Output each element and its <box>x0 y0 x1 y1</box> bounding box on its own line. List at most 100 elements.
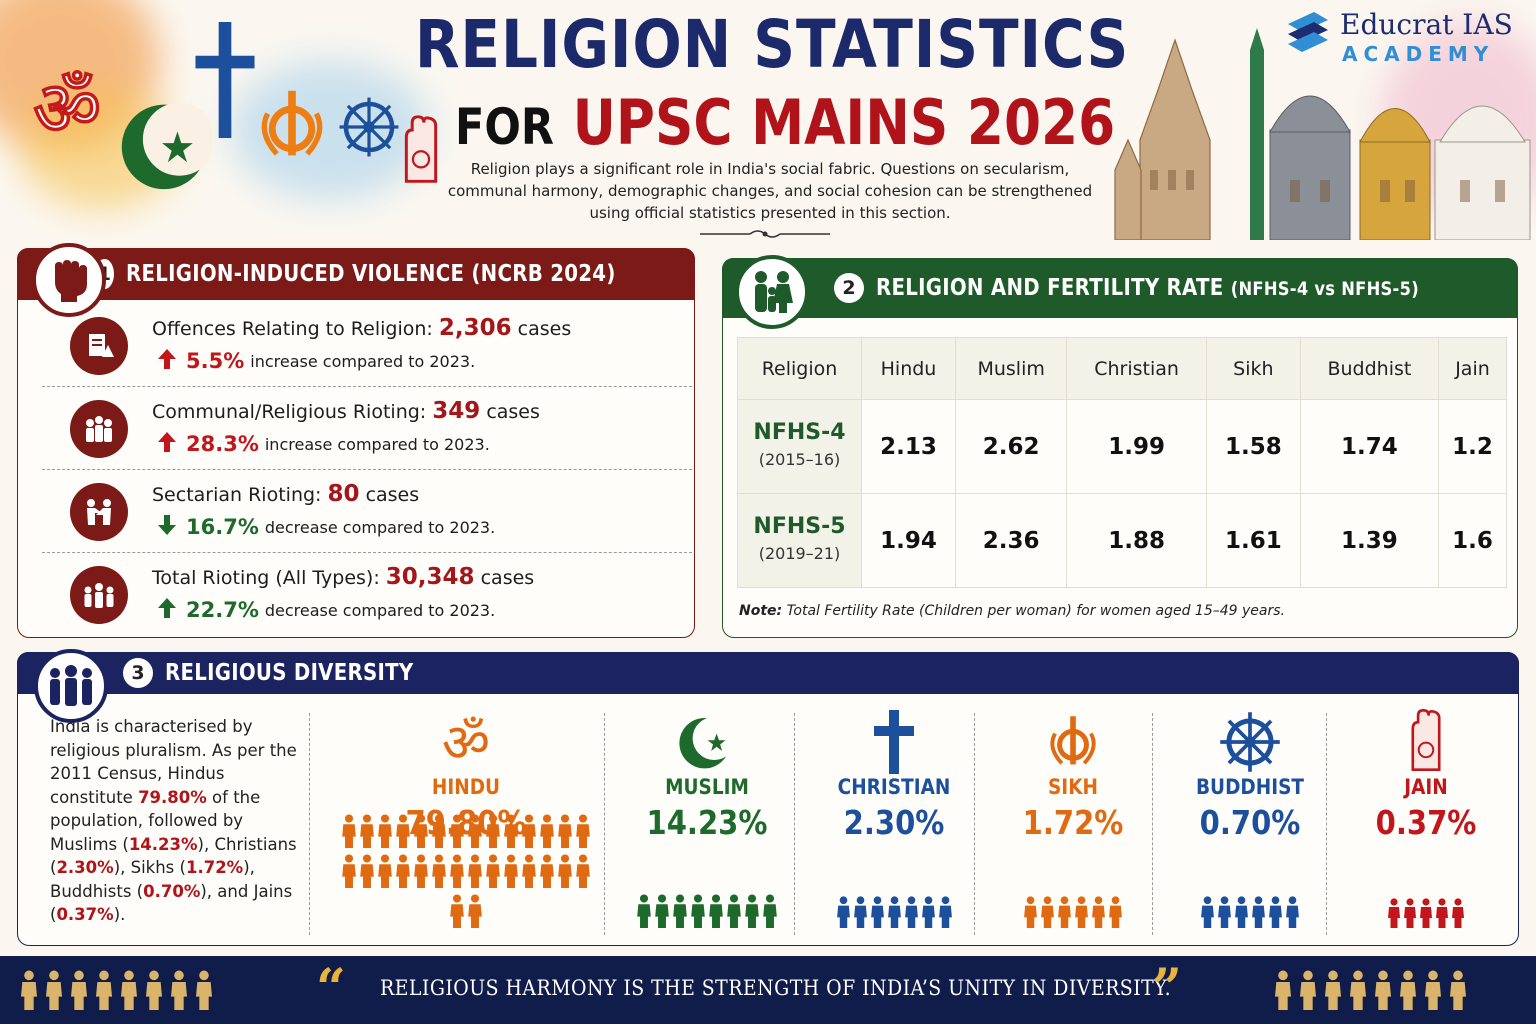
person-icon <box>1322 970 1344 1014</box>
violence-panel-header: 1 RELIGION-INDUCED VIOLENCE (NCRB 2024) <box>17 248 695 300</box>
logo-icon <box>1288 12 1328 52</box>
footer-people-right <box>1272 970 1472 1014</box>
person-icon <box>43 970 65 1014</box>
person-icon <box>1073 896 1090 932</box>
person-icon <box>1039 896 1056 932</box>
person-icon <box>394 814 412 852</box>
person-icon <box>358 814 376 852</box>
khanda-icon <box>988 709 1158 775</box>
person-icon <box>903 896 920 932</box>
person-icon <box>886 896 903 932</box>
person-icon <box>484 814 502 852</box>
person-icon <box>502 814 520 852</box>
subtitle-prefix: FOR <box>455 98 555 156</box>
person-icon <box>193 970 215 1014</box>
table-cell: 2.62 <box>954 399 1068 494</box>
religion-group: BUDDHIST 0.70% <box>1166 709 1334 939</box>
person-icon <box>68 970 90 1014</box>
change-percent: 22.7% <box>186 598 259 622</box>
person-icon <box>168 970 190 1014</box>
table-cell: 1.61 <box>1205 493 1301 588</box>
column-divider <box>1326 713 1327 935</box>
column-header-religion: Religion <box>737 337 862 400</box>
person-icon <box>502 854 520 892</box>
close-quote-icon: ” <box>1152 958 1182 1019</box>
people-pictogram <box>335 813 597 933</box>
person-icon <box>340 814 358 852</box>
column-header: Buddhist <box>1299 337 1440 400</box>
person-icon <box>376 854 394 892</box>
table-cell: 2.13 <box>861 399 956 494</box>
offence-value: 30,348 <box>385 564 475 590</box>
people-pictogram <box>1166 895 1334 933</box>
column-divider <box>1152 713 1153 935</box>
change-percent: 28.3% <box>186 432 259 456</box>
column-divider <box>309 713 310 935</box>
religion-name: BUDDHIST <box>1195 775 1305 799</box>
offence-line: Offences Relating to Religion: 2,306 cas… <box>152 315 571 341</box>
person-icon <box>520 854 538 892</box>
person-icon <box>1422 970 1444 1014</box>
people-pictogram <box>618 893 796 933</box>
table-cell: 1.6 <box>1438 493 1507 588</box>
violence-row: Communal/Religious Rioting: 349 cases 28.… <box>42 388 692 470</box>
person-icon <box>358 854 376 892</box>
fertility-panel-header: 2 RELIGION AND FERTILITY RATE (NFHS-4 vs… <box>722 258 1518 318</box>
fist-icon <box>32 243 106 317</box>
person-icon <box>448 894 466 932</box>
person-icon <box>1267 896 1284 932</box>
offence-label: Communal/Religious Rioting: <box>152 401 427 423</box>
person-icon <box>430 854 448 892</box>
column-header: Jain <box>1438 337 1507 400</box>
person-icon <box>430 814 448 852</box>
highlight-percent: 0.37% <box>56 905 114 924</box>
row-label: NFHS-4 (2015–16) <box>737 399 862 494</box>
dharma-wheel-icon <box>1166 709 1334 775</box>
person-icon <box>466 894 484 932</box>
arrow-up-icon <box>158 598 176 622</box>
fertility-panel: 2 RELIGION AND FERTILITY RATE (NFHS-4 vs… <box>722 255 1518 638</box>
religion-percent: 0.37% <box>1375 803 1477 842</box>
person-icon <box>412 854 430 892</box>
text-fragment: ), Sikhs ( <box>113 858 186 877</box>
offence-value: 80 <box>327 481 360 507</box>
svg-text:ॐ: ॐ <box>442 713 490 772</box>
person-icon <box>689 894 707 932</box>
person-icon <box>1056 896 1073 932</box>
violence-row: Sectarian Rioting: 80 cases 16.7% decrease… <box>42 471 692 553</box>
text-fragment: ). <box>113 905 126 924</box>
violence-row: Total Rioting (All Types): 30,348 cases 2… <box>42 554 692 636</box>
person-icon <box>1216 896 1233 932</box>
people-pictogram <box>808 895 980 933</box>
offence-line: Communal/Religious Rioting: 349 cases <box>152 398 540 424</box>
change-text: increase compared to 2023. <box>250 351 476 371</box>
text-fragment: India is characterised by religious plur… <box>50 717 297 807</box>
section-title: RELIGION AND FERTILITY RATE <box>876 275 1224 301</box>
person-icon <box>93 970 115 1014</box>
divider-flourish <box>700 230 830 238</box>
person-icon <box>520 814 538 852</box>
person-icon <box>1347 970 1369 1014</box>
religion-group: JAIN 0.37% <box>1340 709 1512 939</box>
person-icon <box>466 854 484 892</box>
person-icon <box>725 894 743 932</box>
offence-unit: cases <box>480 567 535 589</box>
change-percent: 5.5% <box>186 349 245 373</box>
header: ॐ RELIGION STATISTICS FOR UPSC MAINS 202… <box>0 0 1536 240</box>
person-icon <box>835 896 852 932</box>
religion-name: MUSLIM <box>665 775 749 799</box>
section-title: RELIGION-INDUCED VIOLENCE (NCRB 2024) <box>125 261 616 287</box>
person-icon <box>761 894 779 932</box>
jain-hand-icon <box>398 112 444 192</box>
intro-text: Religion plays a significant role in Ind… <box>447 160 1093 222</box>
khanda-icon <box>252 80 332 170</box>
table-cell: 1.2 <box>1438 399 1507 494</box>
highlight-percent: 1.72% <box>185 858 244 877</box>
religion-group: MUSLIM 14.23% <box>618 709 796 939</box>
conflict-icon <box>70 483 128 541</box>
diversity-description: India is characterised by religious plur… <box>50 715 310 927</box>
crowd-icon <box>70 566 128 624</box>
table-cell: 2.36 <box>954 493 1068 588</box>
religion-group: SIKH 1.72% <box>988 709 1158 939</box>
diversity-panel: 3 RELIGIOUS DIVERSITY India is character… <box>17 649 1519 946</box>
